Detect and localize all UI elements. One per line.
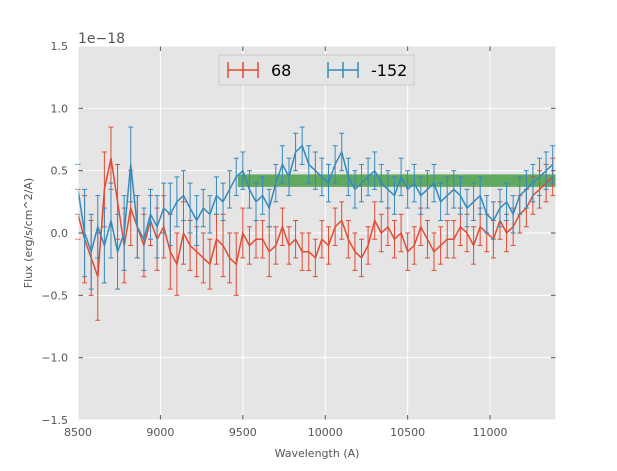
legend-label-neg152: -152 <box>371 61 407 80</box>
legend-label-68: 68 <box>271 61 291 80</box>
y-tick-label: −0.5 <box>41 289 68 302</box>
x-tick-label: 8500 <box>64 426 92 439</box>
x-tick-label: 9500 <box>229 426 257 439</box>
y-tick-label: −1.5 <box>41 414 68 427</box>
series-layer <box>75 126 556 321</box>
plot-frame <box>77 45 557 421</box>
x-tick-label: 11000 <box>473 426 508 439</box>
x-tick-label: 10000 <box>308 426 343 439</box>
y-offset-label: 1e−18 <box>78 31 125 47</box>
y-tick-label: 1.5 <box>51 40 69 53</box>
x-axis-label: Wavelength (A) <box>275 447 360 460</box>
x-tick-label: 10500 <box>390 426 425 439</box>
y-tick-label: 0.0 <box>51 227 69 240</box>
series-line <box>77 144 554 255</box>
y-tick-label: 0.5 <box>51 165 69 178</box>
x-tick-label: 9000 <box>146 426 174 439</box>
y-axis-label: Flux (erg/s/cm^2/A) <box>22 178 35 288</box>
legend-marker-neg152 <box>327 62 359 78</box>
ticks-layer: 8500 9000 9500 10000 10500 11000 −1.5 −1.0 −0.5 0… <box>41 40 557 439</box>
series-neg152 <box>75 126 556 290</box>
legend-marker-68 <box>227 62 259 78</box>
legend: 68 -152 <box>218 54 415 86</box>
highlight-band-layer <box>237 174 556 187</box>
y-tick-label: −1.0 <box>41 352 68 365</box>
highlight-band <box>237 174 556 187</box>
y-tick-label: 1.0 <box>51 102 69 115</box>
